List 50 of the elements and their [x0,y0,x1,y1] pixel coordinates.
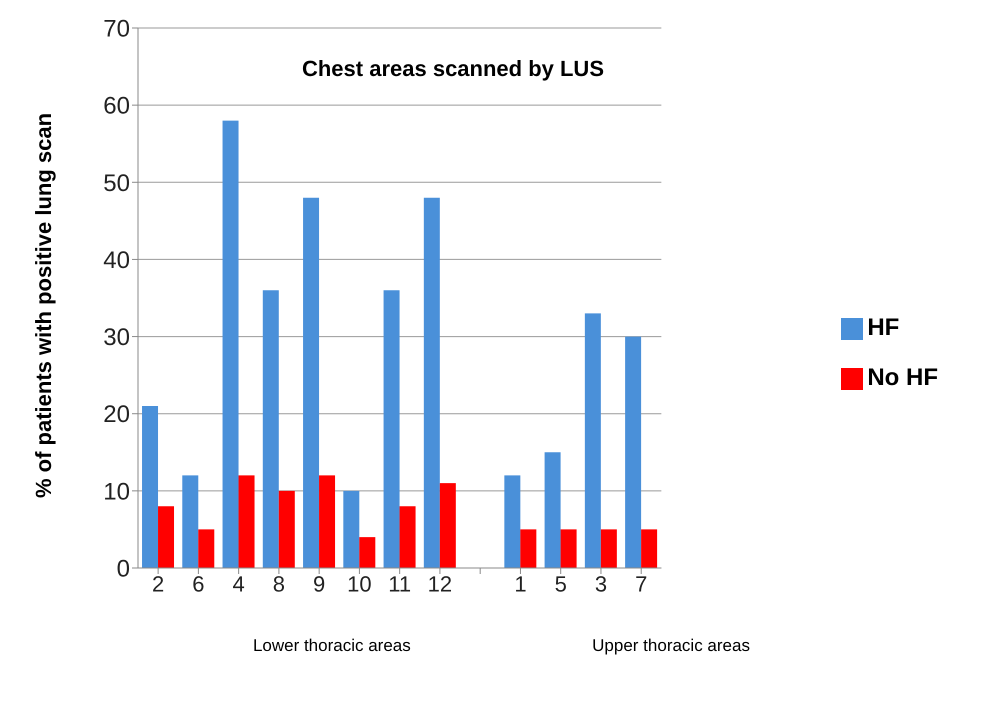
x-tick-label: 5 [554,572,567,597]
y-tick-label: 20 [103,401,130,428]
bar [319,475,336,568]
y-tick-label: 50 [103,170,130,197]
text: Lower thoracic areas [252,636,412,656]
x-tick-label: 4 [232,572,245,597]
bar [303,198,320,568]
y-tick-label: 60 [103,92,130,120]
bar [198,529,214,568]
bar [359,537,376,568]
bar [182,475,198,568]
x-tick-label: 12 [428,572,452,597]
y-tick-label: 10 [103,478,130,506]
legend-label: No HF [867,364,938,391]
bar [600,529,617,568]
bar [424,198,440,568]
legend-label: HF [867,314,900,341]
y-tick-label: 40 [103,246,130,274]
x-tick-label: 1 [514,572,527,597]
bar [560,529,577,568]
x-tick-label: 2 [152,572,164,597]
bar [440,483,456,568]
y-axis-title: % of patients with positive lung scan [30,112,56,498]
bar [504,475,520,568]
y-tick-label: 30 [103,324,130,352]
bar [520,529,536,568]
bar [142,406,158,568]
bar [278,490,295,568]
y-tick-label: 70 [103,16,130,43]
x-tick-label: 11 [388,572,412,597]
bar [238,475,255,568]
y-tick-label: 0 [116,556,130,583]
x-tick-label: 6 [192,572,205,597]
bar [343,490,360,568]
bar [544,452,561,568]
text: Upper thoracic areas [591,636,751,656]
bar [384,290,400,568]
x-tick-label: 7 [635,572,648,597]
bar [222,120,239,568]
bar [262,290,279,568]
bar [584,313,601,568]
x-tick-label: 10 [347,572,372,597]
x-tick-label: 9 [313,572,326,597]
bar [400,506,416,568]
x-tick-label: 3 [594,572,608,597]
text: Chest areas scanned by LUS [300,56,605,82]
bar [641,529,658,568]
bar [625,336,642,568]
x-tick-label: 8 [272,572,286,597]
bar [158,506,174,568]
